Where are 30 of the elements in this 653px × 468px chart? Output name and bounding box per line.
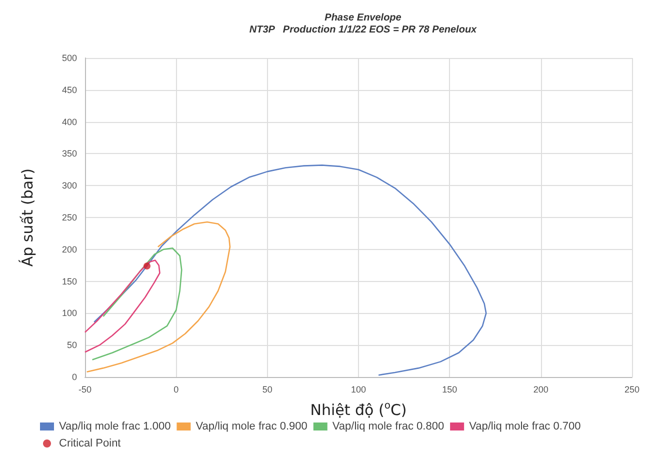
y-tick-label: 200: [62, 244, 77, 254]
x-tick-label: 200: [533, 384, 548, 394]
y-tick-label: 400: [62, 116, 77, 127]
x-tick-label: 100: [350, 384, 366, 394]
y-tick-label: 0: [72, 372, 77, 382]
x-tick-label: -50: [78, 384, 92, 394]
y-axis-title: Áp suất (bar): [18, 168, 36, 267]
line-series: [93, 164, 487, 376]
y-tick-label: 500: [62, 53, 77, 63]
y-tick-label: 450: [62, 84, 77, 95]
y-tick-label: 150: [62, 276, 77, 286]
x-tick-label: 150: [442, 384, 458, 394]
x-tick-label: 250: [624, 384, 640, 394]
legend-label: Vap/liq mole frac 1.000: [59, 420, 171, 432]
legend-label: Vap/liq mole frac 0.800: [332, 420, 444, 432]
chart-title: Phase Envelope: [324, 12, 402, 24]
x-tick-label: 50: [262, 384, 272, 394]
line-series: [86, 221, 231, 373]
y-tick-label: 350: [62, 148, 77, 159]
y-tick-label: 50: [66, 340, 77, 350]
y-tick-label: 100: [62, 308, 77, 318]
x-tick-label: 0: [174, 384, 179, 394]
chart-subtitle: NT3P Production 1/1/22 EOS = PR 78 Peneloux: [249, 24, 478, 36]
legend-label: Critical Point: [59, 438, 121, 450]
legend-label: Vap/liq mole frac 0.700: [469, 420, 581, 432]
y-tick-label: 300: [62, 180, 77, 191]
legend-label: Vap/liq mole frac 0.900: [196, 420, 308, 432]
line-series: [84, 260, 160, 353]
y-tick-label: 250: [62, 212, 77, 222]
line-series: [92, 247, 182, 360]
